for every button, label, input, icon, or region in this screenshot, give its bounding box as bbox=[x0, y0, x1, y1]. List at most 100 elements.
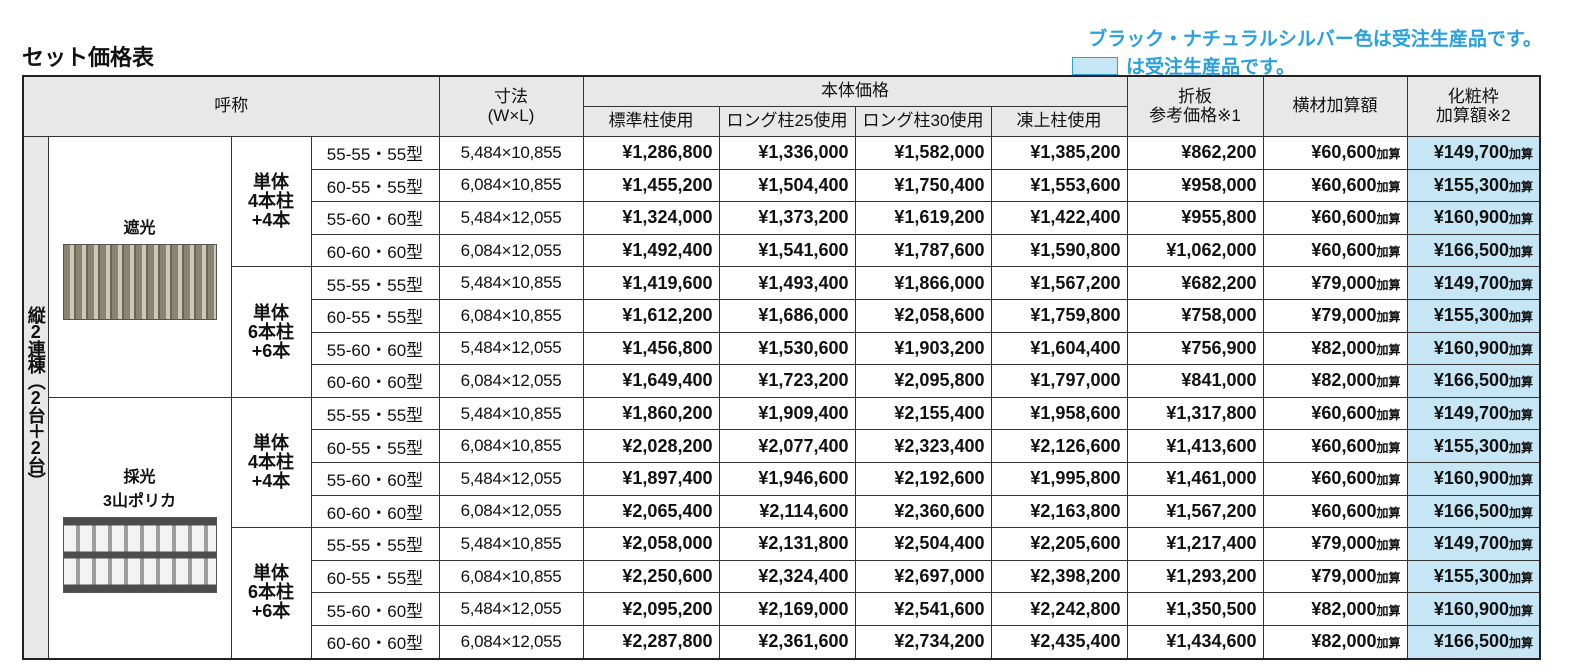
text: 加算額※2 bbox=[1435, 105, 1511, 125]
price-value: ¥60,600 bbox=[1311, 468, 1377, 489]
dimension: 5,484×12,055 bbox=[438, 201, 584, 235]
model: 60-55・55型 bbox=[310, 559, 440, 594]
header-cell: 呼称 bbox=[22, 75, 440, 137]
cross-price: ¥60,600加算 bbox=[1262, 429, 1408, 463]
price: ¥1,373,200 bbox=[718, 201, 856, 235]
product-image bbox=[62, 516, 217, 593]
dimension: 6,084×12,055 bbox=[438, 233, 584, 268]
price: ¥1,903,200 bbox=[854, 331, 992, 366]
price: ¥1,504,400 bbox=[718, 168, 856, 203]
price: ¥1,619,200 bbox=[854, 201, 992, 235]
text: 6本柱 bbox=[247, 321, 294, 342]
price-value: ¥166,500 bbox=[1433, 500, 1509, 521]
header-row: 標準柱使用 ロング柱25使用 ロング柱30使用 凍上柱使用 bbox=[23, 106, 1540, 137]
price: ¥1,723,200 bbox=[718, 364, 856, 398]
text: 採光 bbox=[123, 468, 156, 486]
frame-price: ¥155,300加算 bbox=[1406, 168, 1541, 203]
price: ¥1,293,200 bbox=[1126, 559, 1264, 594]
price: ¥1,461,000 bbox=[1126, 461, 1264, 496]
price-suffix: 加算 bbox=[1376, 571, 1401, 586]
price-value: ¥82,000 bbox=[1311, 337, 1377, 358]
price-suffix: 加算 bbox=[1508, 636, 1533, 651]
price: ¥682,200 bbox=[1126, 266, 1264, 300]
price-suffix: 加算 bbox=[1508, 342, 1533, 357]
price-value: ¥79,000 bbox=[1311, 305, 1377, 326]
cross-price: ¥60,600加算 bbox=[1262, 201, 1408, 235]
frame-price: ¥160,900加算 bbox=[1406, 592, 1541, 626]
model: 55-55・55型 bbox=[310, 136, 440, 170]
cross-price: ¥60,600加算 bbox=[1262, 136, 1408, 170]
price: ¥1,866,000 bbox=[854, 266, 992, 300]
text: +6本 bbox=[251, 340, 291, 361]
price: ¥2,077,400 bbox=[718, 429, 856, 463]
price-value: ¥149,700 bbox=[1433, 533, 1509, 554]
dimension: 5,484×10,855 bbox=[438, 396, 584, 431]
price: ¥1,286,800 bbox=[582, 136, 720, 170]
price: ¥2,095,200 bbox=[582, 592, 720, 626]
price-value: ¥149,700 bbox=[1433, 403, 1509, 424]
frame-price: ¥160,900加算 bbox=[1406, 461, 1541, 496]
price: ¥1,455,200 bbox=[582, 168, 720, 203]
price: ¥2,028,200 bbox=[582, 429, 720, 463]
price-value: ¥60,600 bbox=[1311, 240, 1377, 261]
price-suffix: 加算 bbox=[1376, 179, 1401, 194]
price: ¥1,759,800 bbox=[990, 298, 1128, 333]
price: ¥1,797,000 bbox=[990, 364, 1128, 398]
price: ¥2,155,400 bbox=[854, 396, 992, 431]
color-swatch bbox=[1072, 56, 1118, 75]
table-row: 縦2連棟（2台＋2台） 遮光 単体 4本柱 +4本 55-55・55型 5,484×10,8… bbox=[22, 135, 1541, 659]
model: 60-55・55型 bbox=[310, 168, 440, 203]
price: ¥2,126,600 bbox=[990, 429, 1128, 463]
price: ¥1,567,200 bbox=[990, 266, 1128, 300]
text: 単体 bbox=[253, 302, 289, 323]
price-value: ¥60,600 bbox=[1311, 207, 1377, 228]
price: ¥2,058,600 bbox=[854, 298, 992, 333]
price: ¥1,649,400 bbox=[582, 364, 720, 398]
text: 折板 bbox=[1178, 86, 1212, 106]
text: 単体 bbox=[253, 172, 289, 193]
dimension: 6,084×10,855 bbox=[438, 168, 584, 203]
price: ¥2,360,600 bbox=[854, 494, 992, 529]
price: ¥1,324,000 bbox=[582, 201, 720, 235]
price: ¥2,163,800 bbox=[990, 494, 1128, 529]
price: ¥2,323,400 bbox=[854, 429, 992, 463]
model: 60-55・55型 bbox=[310, 429, 440, 463]
price-suffix: 加算 bbox=[1376, 277, 1401, 292]
text: +4本 bbox=[251, 470, 291, 491]
group-label: 縦2連棟（2台＋2台） bbox=[22, 136, 49, 659]
text: 3山ポリカ bbox=[103, 492, 176, 510]
price-suffix: 加算 bbox=[1376, 408, 1401, 423]
subgroup-cell: 単体 4本柱 +4本 bbox=[230, 135, 312, 268]
table-row: 60-60・60型 6,084×12,055 ¥1,492,400 ¥1,541,60… bbox=[23, 233, 1541, 268]
price-suffix: 加算 bbox=[1508, 408, 1533, 423]
subgroup-cell: 単体 6本柱 +6本 bbox=[230, 266, 312, 398]
price: ¥1,604,400 bbox=[990, 331, 1128, 366]
price-value: ¥79,000 bbox=[1311, 533, 1377, 554]
price: ¥1,422,400 bbox=[990, 201, 1128, 235]
price: ¥2,287,800 bbox=[582, 624, 720, 660]
price: ¥1,553,600 bbox=[990, 168, 1128, 203]
price-suffix: 加算 bbox=[1508, 505, 1533, 520]
header-cell: 折板 参考価格※1 bbox=[1126, 75, 1264, 137]
price: ¥2,324,400 bbox=[718, 559, 856, 594]
frame-price: ¥149,700加算 bbox=[1406, 266, 1541, 300]
price-value: ¥60,600 bbox=[1311, 500, 1377, 521]
cross-price: ¥82,000加算 bbox=[1262, 364, 1408, 398]
price-value: ¥149,700 bbox=[1433, 142, 1509, 163]
price-suffix: 加算 bbox=[1376, 473, 1401, 488]
dimension: 5,484×12,055 bbox=[438, 592, 584, 626]
table-row: 60-60・60型 6,084×12,055 ¥2,065,400 ¥2,114,60… bbox=[23, 494, 1541, 529]
price: ¥1,686,000 bbox=[718, 298, 856, 333]
price: ¥862,200 bbox=[1126, 136, 1264, 170]
text: 6本柱 bbox=[247, 582, 294, 603]
model: 60-60・60型 bbox=[310, 494, 440, 529]
price: ¥1,995,800 bbox=[990, 461, 1128, 496]
price-value: ¥60,600 bbox=[1311, 142, 1377, 163]
price-suffix: 加算 bbox=[1376, 636, 1401, 651]
table-row: 55-60・60型 5,484×12,055 ¥1,897,400 ¥1,946,60… bbox=[23, 461, 1541, 496]
price: ¥1,062,000 bbox=[1126, 233, 1264, 268]
table-row: 60-55・55型 6,084×10,855 ¥1,612,200 ¥1,686,00… bbox=[23, 298, 1541, 333]
frame-price: ¥166,500加算 bbox=[1406, 624, 1541, 660]
price-suffix: 加算 bbox=[1508, 277, 1533, 292]
price-value: ¥82,000 bbox=[1311, 631, 1377, 652]
